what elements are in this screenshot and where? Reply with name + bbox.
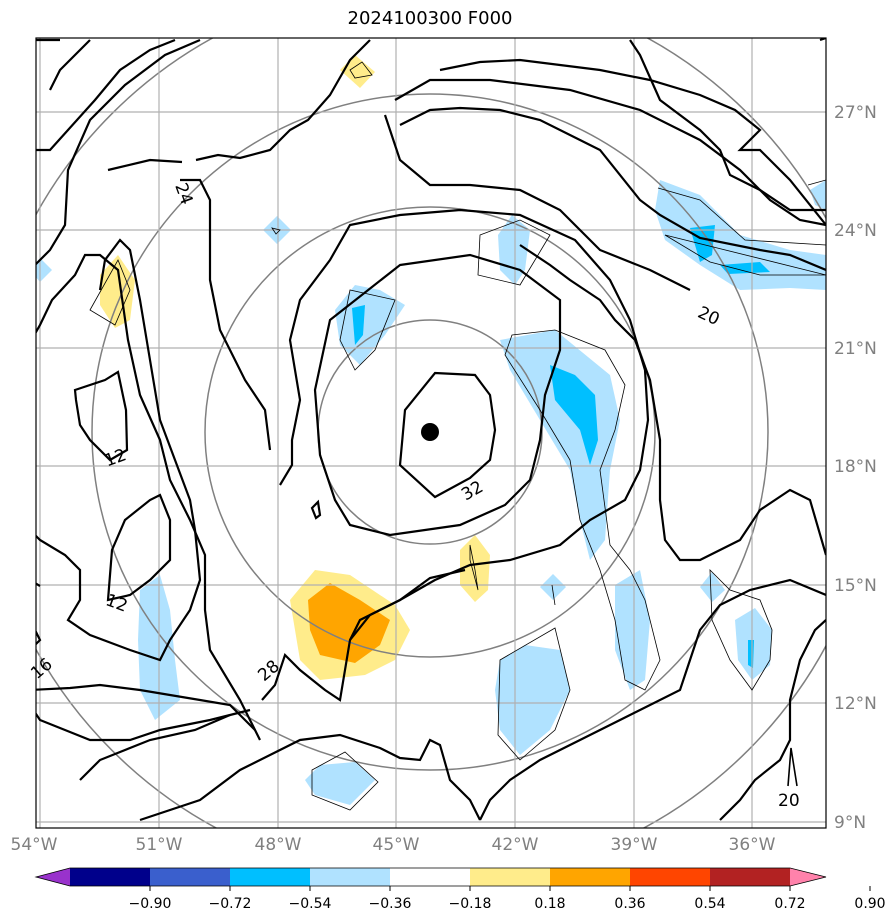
lon-label: 42°W [492, 835, 539, 855]
colorbar-segment [230, 868, 311, 886]
lat-labels: 27°N 24°N 21°N 18°N 15°N 12°N 9°N [834, 103, 877, 833]
fill-negative [498, 215, 530, 285]
contour-east-1 [399, 106, 826, 272]
contour-west-3 [73, 370, 129, 462]
contour-west-7 [36, 582, 42, 646]
contour-west-4 [106, 493, 172, 602]
colorbar-segment [70, 868, 151, 886]
lat-label: 12°N [834, 694, 877, 714]
colorbar-tick-label: −0.18 [449, 896, 492, 912]
thin-contours [89, 61, 826, 811]
lon-labels: 54°W 51°W 48°W 45°W 42°W 39°W 36°W [11, 835, 776, 855]
fill-negative [36, 258, 52, 282]
colorbar-extend-low [36, 868, 70, 886]
contour-inner-feat [310, 499, 322, 520]
fill-negative [615, 570, 650, 690]
fill-negative [495, 645, 570, 755]
fill-negative [335, 285, 405, 365]
reference-vector-label: 20 [778, 791, 800, 811]
colorbar-segment [630, 868, 711, 886]
colorbar-tick-label: 0.72 [774, 896, 805, 912]
contour-west-5 [36, 238, 202, 662]
map-frame [35, 37, 827, 829]
colorbar-segment [390, 868, 471, 886]
anomaly-fills [36, 55, 826, 805]
contour-west-6 [36, 683, 256, 731]
fill-negative [690, 225, 715, 262]
lon-label: 39°W [611, 835, 658, 855]
contour-east-3 [479, 578, 826, 821]
colorbar-tick-label: 0.90 [854, 896, 885, 912]
fill-negative [500, 330, 620, 560]
fill-negative [352, 305, 365, 345]
lat-label: 18°N [834, 457, 877, 477]
lat-label: 27°N [834, 103, 877, 123]
contour-label-28: 28 [254, 656, 283, 685]
fill-positive [100, 255, 135, 328]
lat-label: 15°N [834, 576, 877, 596]
colorbar-tick-label: 0.36 [614, 896, 645, 912]
contour-24 [180, 39, 371, 451]
contour-20 [383, 78, 826, 291]
colorbar-tick-label: −0.72 [209, 896, 252, 912]
lon-label: 51°W [136, 835, 183, 855]
main-contours [36, 38, 826, 822]
lat-label: 24°N [834, 221, 877, 241]
fill-negative [810, 180, 826, 210]
lon-label: 48°W [255, 835, 302, 855]
colorbar-extend-high [790, 868, 826, 886]
colorbar-tick-label: 0.18 [534, 896, 565, 912]
contour-16 [36, 708, 251, 742]
contour-south-2 [139, 733, 481, 822]
contour-east-4 [519, 244, 826, 562]
contour-west-1 [36, 38, 201, 266]
contour-32 [398, 371, 497, 499]
colorbar-segment [550, 868, 631, 886]
contour-label-24: 24 [170, 180, 196, 207]
contour-28 [261, 208, 650, 702]
colorbar-segment [470, 868, 551, 886]
colorbar-segment [150, 868, 231, 886]
map-area [36, 38, 826, 828]
reference-vector: 20 [778, 747, 800, 811]
colorbar-tick-label: −0.36 [369, 896, 412, 912]
storm-center-marker [421, 423, 439, 441]
contour-east-2 [439, 58, 826, 226]
lon-label: 45°W [373, 835, 420, 855]
colorbar-tick-label: −0.90 [129, 896, 172, 912]
fill-negative [720, 262, 770, 274]
contour-20b [36, 38, 183, 172]
colorbar-outline [34, 867, 827, 887]
contour-label-12b: 12 [103, 590, 130, 616]
colorbar: −0.90 −0.72 −0.54 −0.36 −0.18 0.18 0.36 0.54 0.7… [34, 867, 886, 912]
contour-28-inner [313, 253, 562, 537]
colorbar-tick-label: −0.54 [289, 896, 332, 912]
map-title: 2024100300 F000 [347, 8, 513, 29]
colorbar-segment [310, 868, 391, 886]
contour-label-20: 20 [694, 303, 722, 330]
lon-label: 54°W [11, 835, 58, 855]
colorbar-tick-label: 0.54 [694, 896, 725, 912]
lat-label: 21°N [834, 339, 877, 359]
lon-label: 36°W [729, 835, 776, 855]
range-rings [36, 38, 826, 828]
colorbar-segment [710, 868, 791, 886]
contour-label-12a: 12 [102, 445, 129, 471]
fill-negative [540, 574, 566, 600]
fill-negative [748, 640, 754, 668]
fill-negative [550, 365, 598, 465]
fill-negative [700, 572, 725, 602]
lat-label: 9°N [834, 813, 866, 833]
graticule [36, 38, 826, 828]
contour-east-5 [719, 619, 826, 821]
fill-positive [308, 583, 390, 663]
fill-negative [305, 762, 375, 805]
fill-negative [655, 180, 826, 290]
contour-label-16: 16 [27, 654, 56, 683]
contour-tail [349, 568, 466, 641]
contour-south [79, 713, 231, 781]
contour-west-2 [36, 253, 261, 741]
